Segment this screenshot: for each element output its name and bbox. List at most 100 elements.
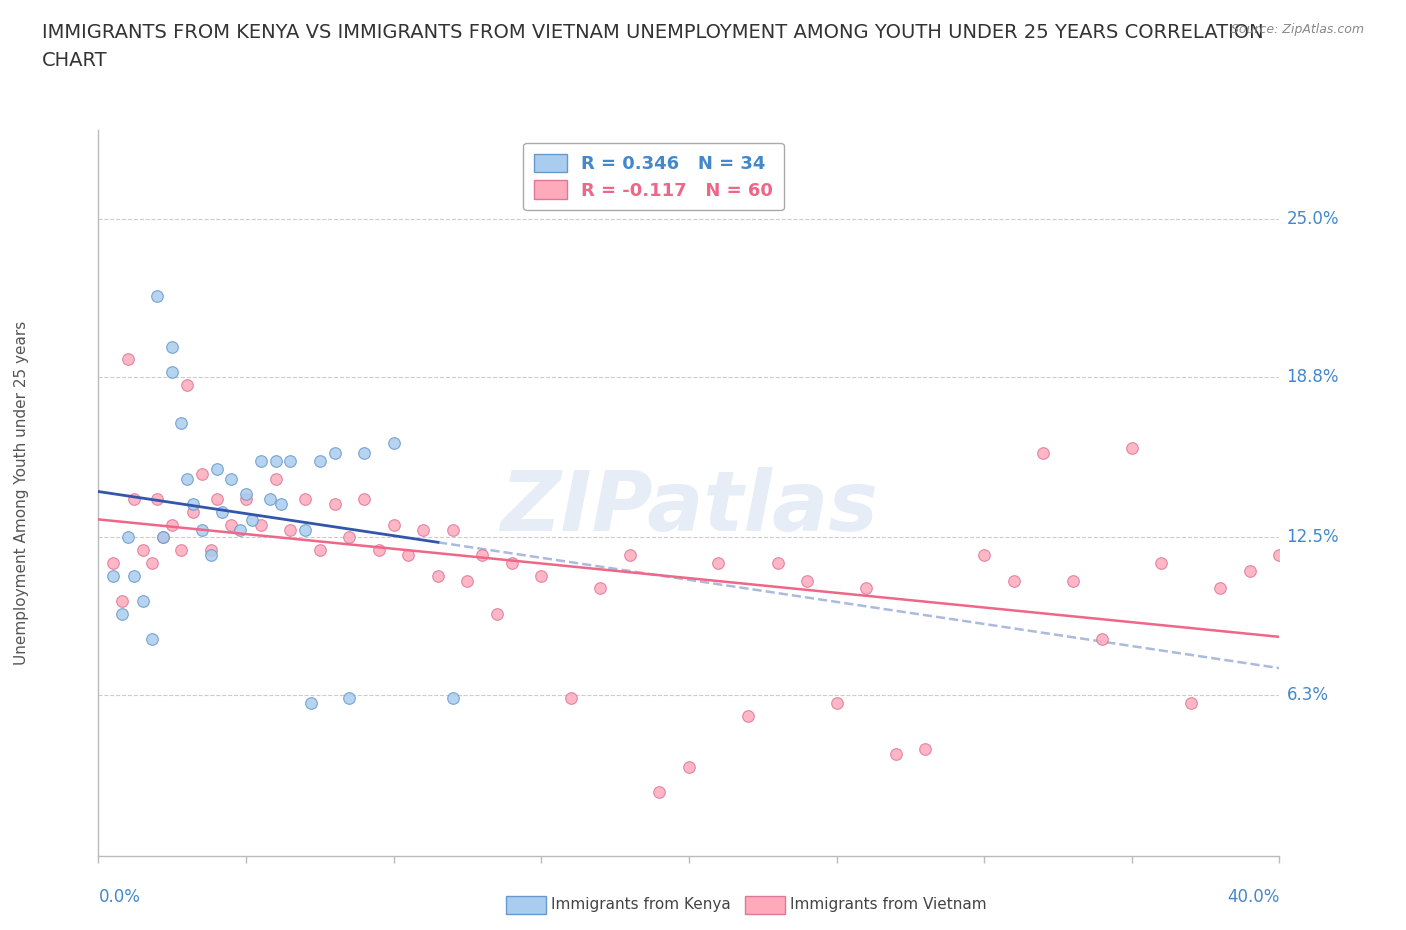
Point — [855, 581, 877, 596]
Point — [337, 690, 360, 705]
Point — [152, 530, 174, 545]
Point — [122, 568, 145, 583]
Point — [1268, 548, 1291, 563]
Point — [103, 555, 125, 570]
Point — [648, 785, 671, 800]
Point — [1091, 631, 1114, 646]
Point — [264, 472, 287, 486]
Point — [382, 436, 405, 451]
Point — [299, 696, 322, 711]
Point — [111, 593, 134, 608]
Text: 40.0%: 40.0% — [1227, 888, 1279, 906]
Point — [235, 486, 257, 501]
Point — [264, 454, 287, 469]
Point — [219, 517, 242, 532]
Point — [1121, 441, 1143, 456]
Text: ZIPatlas: ZIPatlas — [501, 467, 877, 548]
Point — [278, 523, 302, 538]
Point — [219, 472, 242, 486]
Text: 0.0%: 0.0% — [98, 888, 141, 906]
Point — [162, 339, 183, 354]
Point — [181, 497, 204, 512]
Point — [412, 523, 434, 538]
Text: Immigrants from Vietnam: Immigrants from Vietnam — [790, 897, 987, 912]
Point — [471, 548, 494, 563]
Point — [353, 492, 375, 507]
Point — [678, 759, 700, 774]
Text: CHART: CHART — [42, 51, 108, 70]
Point — [309, 454, 332, 469]
Point — [309, 543, 332, 558]
Point — [205, 461, 228, 476]
Point — [396, 548, 419, 563]
Point — [294, 523, 316, 538]
Point — [162, 365, 183, 379]
Point — [1209, 581, 1232, 596]
Point — [181, 505, 204, 520]
Text: 25.0%: 25.0% — [1286, 210, 1339, 228]
Point — [111, 606, 134, 621]
Point — [914, 741, 936, 756]
Point — [427, 568, 450, 583]
Point — [250, 454, 273, 469]
Point — [103, 568, 125, 583]
Point — [117, 352, 139, 366]
Point — [191, 523, 214, 538]
Point — [530, 568, 553, 583]
Text: IMMIGRANTS FROM KENYA VS IMMIGRANTS FROM VIETNAM UNEMPLOYMENT AMONG YOUTH UNDER : IMMIGRANTS FROM KENYA VS IMMIGRANTS FROM… — [42, 23, 1264, 42]
Text: 6.3%: 6.3% — [1286, 686, 1329, 704]
Point — [1002, 573, 1025, 588]
Point — [1239, 563, 1261, 578]
Text: Unemployment Among Youth under 25 years: Unemployment Among Youth under 25 years — [14, 321, 28, 665]
Point — [200, 543, 222, 558]
Point — [1150, 555, 1173, 570]
Point — [270, 497, 292, 512]
Point — [589, 581, 612, 596]
Point — [825, 696, 848, 711]
Point — [132, 543, 155, 558]
Point — [211, 505, 233, 520]
Point — [259, 492, 281, 507]
Point — [441, 523, 464, 538]
Point — [170, 416, 193, 431]
Point — [141, 631, 163, 646]
Point — [294, 492, 316, 507]
Point — [766, 555, 789, 570]
Point — [1062, 573, 1084, 588]
Point — [191, 466, 214, 481]
Text: 18.8%: 18.8% — [1286, 368, 1339, 386]
Point — [323, 446, 346, 461]
Point — [707, 555, 730, 570]
Point — [176, 378, 198, 392]
Point — [1032, 446, 1054, 461]
Point — [176, 472, 198, 486]
Point — [146, 492, 169, 507]
Point — [501, 555, 523, 570]
Point — [229, 523, 252, 538]
Point — [152, 530, 174, 545]
Point — [162, 517, 183, 532]
Point — [382, 517, 405, 532]
Text: Immigrants from Kenya: Immigrants from Kenya — [551, 897, 731, 912]
Point — [235, 492, 257, 507]
Point — [240, 512, 263, 527]
Point — [560, 690, 582, 705]
Point — [132, 593, 155, 608]
Point — [278, 454, 302, 469]
Point — [146, 288, 169, 303]
Point — [456, 573, 478, 588]
Point — [973, 548, 995, 563]
Point — [170, 543, 193, 558]
Point — [323, 497, 346, 512]
Point — [737, 708, 759, 723]
Point — [122, 492, 145, 507]
Point — [117, 530, 139, 545]
Point — [796, 573, 818, 588]
Point — [441, 690, 464, 705]
Point — [250, 517, 273, 532]
Point — [205, 492, 228, 507]
Text: Source: ZipAtlas.com: Source: ZipAtlas.com — [1230, 23, 1364, 36]
Point — [486, 606, 509, 621]
Point — [353, 446, 375, 461]
Legend: R = 0.346   N = 34, R = -0.117   N = 60: R = 0.346 N = 34, R = -0.117 N = 60 — [523, 143, 783, 210]
